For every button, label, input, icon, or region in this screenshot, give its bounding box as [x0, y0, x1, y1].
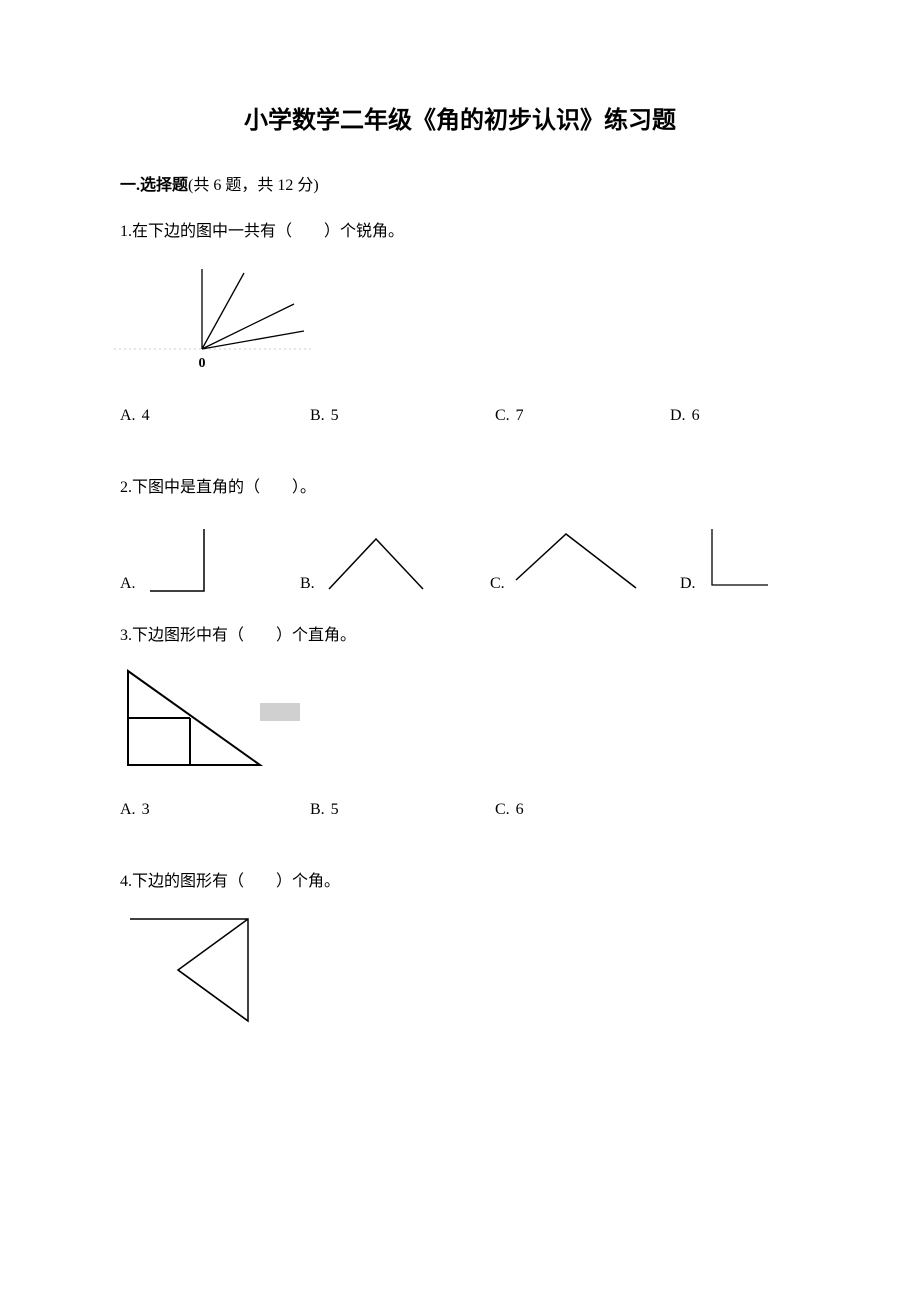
q1-ray-2	[202, 273, 244, 349]
option-letter: C.	[490, 575, 505, 593]
option-value: 4	[142, 407, 150, 425]
option-letter: A.	[120, 407, 136, 425]
q4-figure	[120, 909, 800, 1029]
q1-vertex-label: 0	[199, 356, 206, 371]
option-letter: B.	[310, 801, 325, 819]
q2-option-a: A.	[120, 523, 212, 593]
q3-text: 3.下边图形中有（ ）个直角。	[120, 621, 800, 645]
section-heading: 一.选择题(共 6 题，共 12 分)	[120, 171, 800, 195]
q1-angle-diagram: 0	[114, 259, 314, 379]
q2-fig-d	[702, 523, 772, 593]
section-heading-bold: 一.选择题	[120, 177, 188, 194]
caret-asym-icon	[516, 534, 636, 588]
q1-text: 1.在下边的图中一共有（ ）个锐角。	[120, 217, 800, 241]
option-value: 3	[142, 801, 150, 819]
q4-text: 4.下边的图形有（ ）个角。	[120, 867, 800, 891]
q4-shape-diagram	[120, 909, 260, 1029]
page-title: 小学数学二年级《角的初步认识》练习题	[120, 100, 800, 135]
q2-option-c: C.	[490, 528, 641, 593]
option-value: 5	[331, 801, 339, 819]
q3-gray-rect	[260, 703, 300, 721]
q2-options: A. B. C. D.	[120, 515, 800, 593]
option-letter: A.	[120, 801, 136, 819]
right-angle-icon	[150, 529, 204, 591]
q3-option-b: B. 5	[310, 801, 339, 819]
option-letter: C.	[495, 801, 510, 819]
option-letter: B.	[300, 575, 315, 593]
q1-options: A. 4 B. 5 C. 7 D. 6	[120, 407, 800, 429]
option-letter: B.	[310, 407, 325, 425]
q2-fig-a	[142, 523, 212, 593]
q1-ray-4	[202, 331, 304, 349]
caret-icon	[329, 539, 423, 589]
q3-option-c: C. 6	[495, 801, 524, 819]
q2-text: 2.下图中是直角的（ ）。	[120, 473, 800, 497]
q1-option-a: A. 4	[120, 407, 150, 425]
option-letter: D.	[680, 575, 696, 593]
q1-option-d: D. 6	[670, 407, 700, 425]
q4-line-bottom	[178, 970, 248, 1021]
q3-figure	[120, 663, 800, 773]
option-value: 6	[692, 407, 700, 425]
q1-ray-3	[202, 304, 294, 349]
right-angle-bl-icon	[712, 529, 768, 585]
option-value: 6	[516, 801, 524, 819]
q2-option-b: B.	[300, 533, 431, 593]
q1-figure: 0	[120, 259, 800, 379]
q3-options: A. 3 B. 5 C. 6	[120, 801, 800, 823]
q4-polyline-top	[130, 919, 248, 1021]
section-heading-rest: (共 6 题，共 12 分)	[188, 177, 319, 194]
q2-fig-b	[321, 533, 431, 593]
q1-option-b: B. 5	[310, 407, 339, 425]
q2-option-d: D.	[680, 523, 772, 593]
q3-triangle-diagram	[120, 663, 300, 773]
q2-fig-c	[511, 528, 641, 593]
option-letter: C.	[495, 407, 510, 425]
option-value: 7	[516, 407, 524, 425]
option-letter: D.	[670, 407, 686, 425]
option-value: 5	[331, 407, 339, 425]
q1-option-c: C. 7	[495, 407, 524, 425]
option-letter: A.	[120, 575, 136, 593]
q3-option-a: A. 3	[120, 801, 150, 819]
